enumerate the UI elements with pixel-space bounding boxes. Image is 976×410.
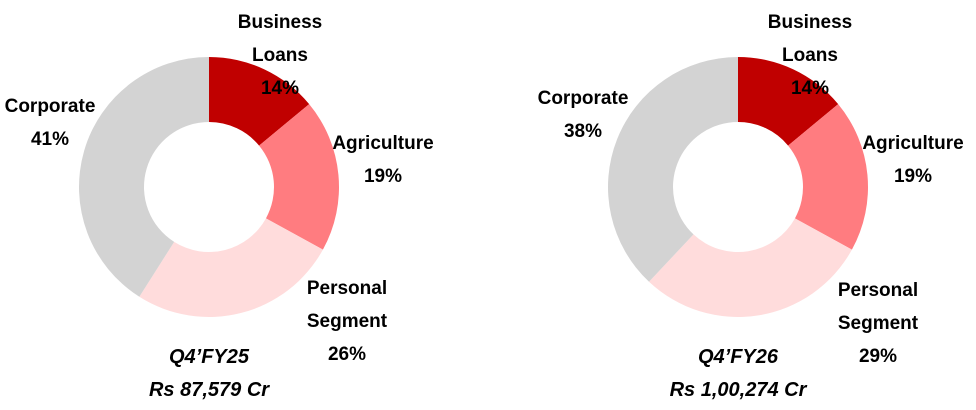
chart-caption: Q4’FY26 Rs 1,00,274 Cr [670, 341, 807, 407]
slice-value: 19% [893, 166, 933, 187]
slice-label: Personal Segment 29% [829, 274, 927, 373]
chart-title: Q4’FY25 [168, 346, 250, 368]
slice-name: Corporate [537, 88, 629, 109]
donut-slice [607, 57, 738, 282]
slice-value: 14% [260, 78, 300, 99]
donut-slice [139, 218, 323, 318]
donut-slice [788, 104, 868, 250]
donut-slice [259, 104, 340, 250]
slice-name: Business Loans [767, 12, 853, 66]
slice-label: Corporate 41% [5, 90, 96, 156]
slice-label: Personal Segment 26% [285, 272, 410, 371]
donut-slice [209, 57, 310, 146]
donut-slice [738, 57, 839, 146]
slice-value: 41% [30, 129, 70, 150]
slice-label: Corporate 38% [538, 82, 629, 148]
slice-value: 29% [858, 346, 898, 367]
slice-label: Agriculture 19% [862, 127, 963, 193]
slice-value: 19% [363, 166, 403, 187]
slice-label: Agriculture 19% [332, 127, 433, 193]
slice-name: Agriculture [862, 133, 964, 154]
slice-label: Business Loans 14% [218, 6, 343, 105]
slice-value: 26% [327, 344, 367, 365]
donut-slice [78, 57, 209, 297]
chart-subtitle: Rs 87,579 Cr [148, 379, 270, 401]
slice-name: Personal Segment [837, 280, 919, 334]
slice-name: Corporate [4, 96, 96, 117]
slice-name: Personal Segment [306, 278, 388, 332]
chart-subtitle: Rs 1,00,274 Cr [669, 379, 807, 401]
chart-caption: Q4’FY25 Rs 87,579 Cr [149, 341, 269, 407]
slice-label: Business Loans 14% [748, 6, 873, 105]
slice-name: Agriculture [332, 133, 434, 154]
slice-value: 14% [790, 78, 830, 99]
slice-value: 38% [563, 121, 603, 142]
chart-title: Q4’FY26 [697, 346, 779, 368]
donut-slice [649, 218, 852, 318]
slice-name: Business Loans [237, 12, 323, 66]
